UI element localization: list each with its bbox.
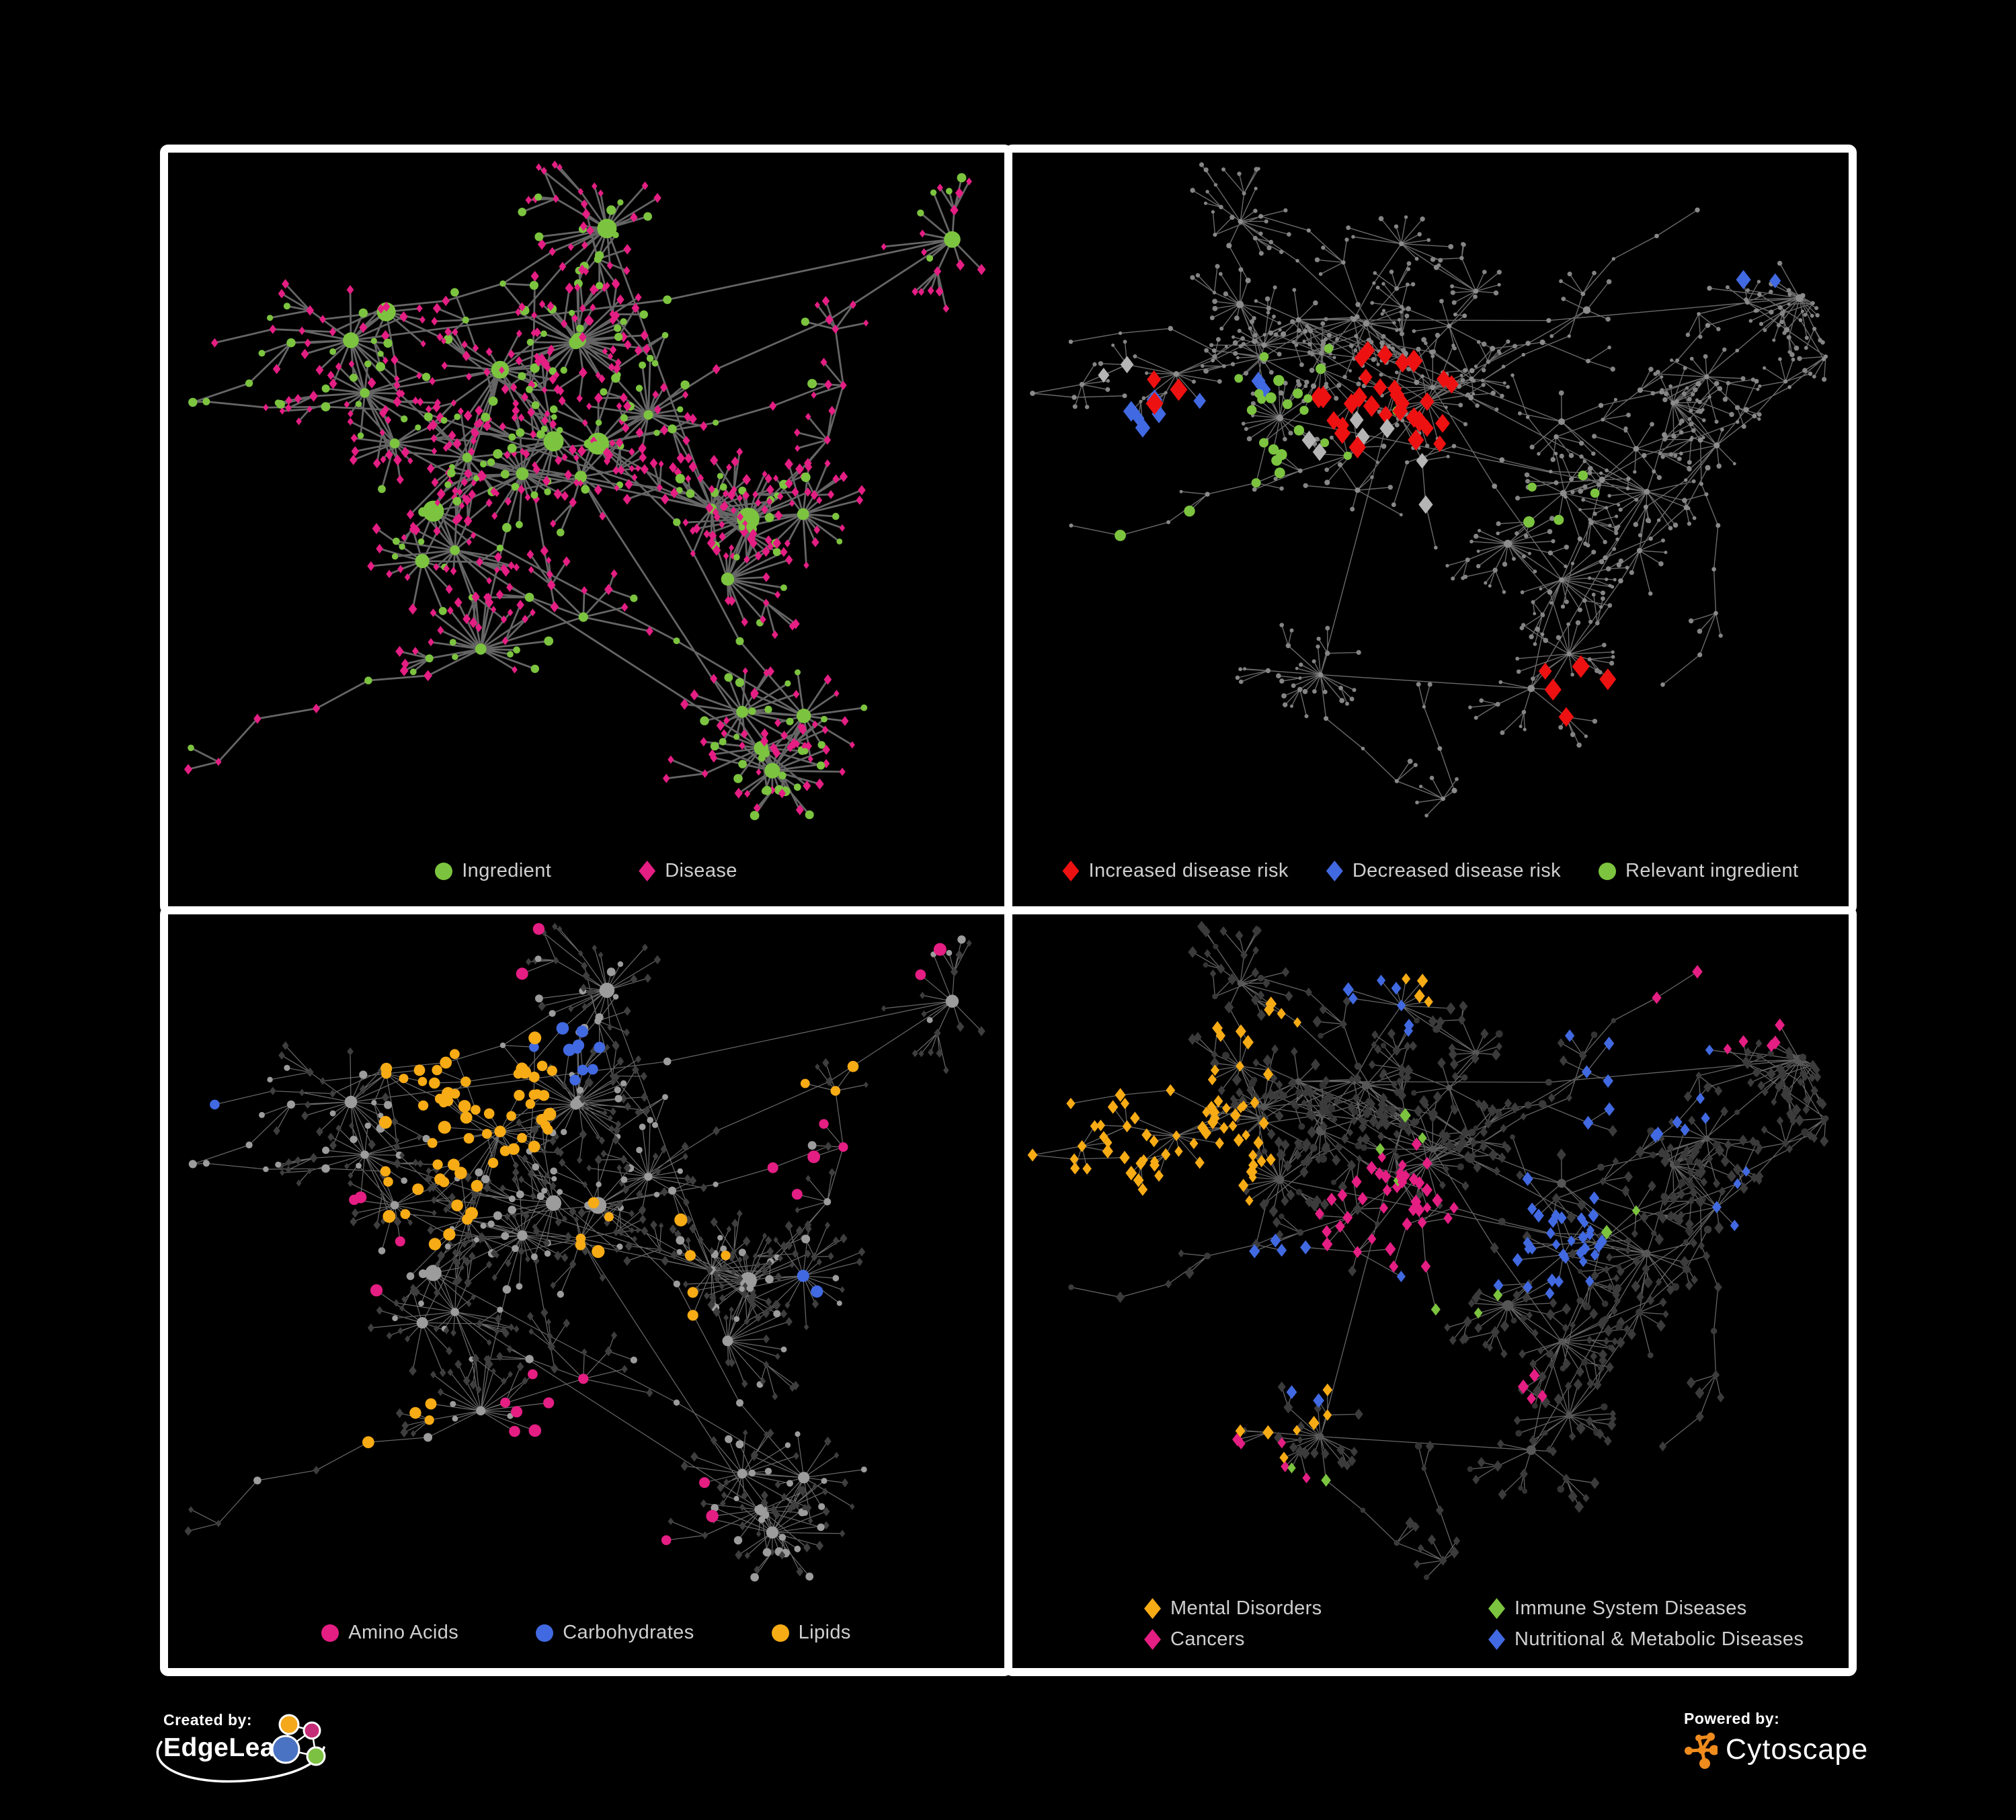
nutritional-metabolic-diseases-diamond-swatch bbox=[1488, 1629, 1505, 1650]
created-by-label: Created by: bbox=[163, 1711, 253, 1729]
created-by-credit: Created by: EdgeLeap bbox=[163, 1711, 291, 1763]
legend-label: Amino Acids bbox=[348, 1622, 459, 1643]
edgeleap-orange-node bbox=[278, 1714, 300, 1735]
legend-item-ingredient: Ingredient bbox=[435, 860, 551, 882]
disease-diamond-swatch bbox=[639, 861, 656, 881]
legend-ingredient-disease: Ingredient Disease bbox=[168, 860, 1004, 882]
ingredient-disease-network-graph bbox=[184, 160, 986, 820]
panel-ingredient-disease: Ingredient Disease bbox=[160, 145, 1012, 914]
amino-acids-circle-swatch bbox=[321, 1624, 339, 1642]
panel-nutrient-classes: Amino Acids Carbohydrates Lipids bbox=[160, 906, 1012, 1676]
legend-label: Cancers bbox=[1170, 1628, 1245, 1650]
powered-by-label: Powered by: bbox=[1684, 1710, 1780, 1727]
edgeleap-green-node bbox=[306, 1746, 326, 1766]
legend-item-decreased-risk: Decreased disease risk bbox=[1326, 860, 1561, 882]
increased-risk-diamond-swatch bbox=[1062, 861, 1080, 881]
edgeleap-logo-icon bbox=[271, 1714, 326, 1766]
legend-item-amino-acids: Amino Acids bbox=[321, 1622, 458, 1644]
edgeleap-magenta-node bbox=[303, 1721, 321, 1740]
legend-label: Disease bbox=[665, 860, 737, 881]
cytoscape-brand-text: Cytoscape bbox=[1726, 1733, 1869, 1766]
legend-item-carbohydrates: Carbohydrates bbox=[536, 1622, 694, 1644]
legend-label: Immune System Diseases bbox=[1515, 1597, 1747, 1619]
legend-disease-risk: Increased disease risk Decreased disease… bbox=[1012, 860, 1849, 882]
legend-item-disease: Disease bbox=[639, 860, 737, 882]
cancers-diamond-swatch bbox=[1144, 1629, 1161, 1650]
carbohydrates-circle-swatch bbox=[536, 1624, 554, 1642]
nutrient-classes-network-graph bbox=[184, 922, 985, 1582]
legend-item-nutritional-metabolic-diseases: Nutritional & Metabolic Diseases bbox=[1488, 1628, 1804, 1651]
edgeleap-blue-node bbox=[271, 1735, 300, 1764]
cytoscape-logo-icon bbox=[1685, 1733, 1718, 1769]
legend-label: Mental Disorders bbox=[1170, 1597, 1322, 1619]
panel-disease-risk: Increased disease risk Decreased disease… bbox=[1004, 145, 1857, 914]
legend-item-cancers: Cancers bbox=[1144, 1628, 1488, 1651]
legend-label: Carbohydrates bbox=[563, 1622, 694, 1643]
legend-label: Lipids bbox=[798, 1622, 851, 1643]
panel-disease-classes: Mental Disorders Immune System Diseases … bbox=[1004, 906, 1857, 1676]
legend-nutrient-classes: Amino Acids Carbohydrates Lipids bbox=[168, 1622, 1004, 1644]
legend-item-immune-system-diseases: Immune System Diseases bbox=[1488, 1597, 1804, 1620]
legend-item-relevant-ingredient: Relevant ingredient bbox=[1599, 860, 1798, 882]
legend-label: Relevant ingredient bbox=[1625, 860, 1799, 881]
legend-label: Ingredient bbox=[462, 860, 552, 881]
edgeleap-brand-text: EdgeLeap bbox=[163, 1733, 292, 1762]
powered-by-credit: Powered by: Cytoscape bbox=[1684, 1710, 1868, 1769]
immune-system-diseases-diamond-swatch bbox=[1488, 1598, 1505, 1619]
disease-risk-network-graph bbox=[1030, 162, 1828, 818]
legend-disease-classes: Mental Disorders Immune System Diseases … bbox=[1144, 1597, 1804, 1651]
relevant-ingredient-circle-swatch bbox=[1599, 862, 1617, 880]
legend-item-mental-disorders: Mental Disorders bbox=[1144, 1597, 1488, 1620]
legend-item-lipids: Lipids bbox=[771, 1622, 851, 1644]
lipids-circle-swatch bbox=[771, 1624, 789, 1642]
legend-label: Nutritional & Metabolic Diseases bbox=[1515, 1628, 1804, 1650]
disease-classes-network-graph bbox=[1027, 920, 1829, 1581]
legend-label: Increased disease risk bbox=[1088, 860, 1289, 881]
mental-disorders-diamond-swatch bbox=[1144, 1598, 1161, 1619]
legend-item-increased-risk: Increased disease risk bbox=[1062, 860, 1288, 882]
legend-label: Decreased disease risk bbox=[1352, 860, 1562, 881]
ingredient-circle-swatch bbox=[435, 862, 453, 880]
decreased-risk-diamond-swatch bbox=[1326, 861, 1343, 881]
